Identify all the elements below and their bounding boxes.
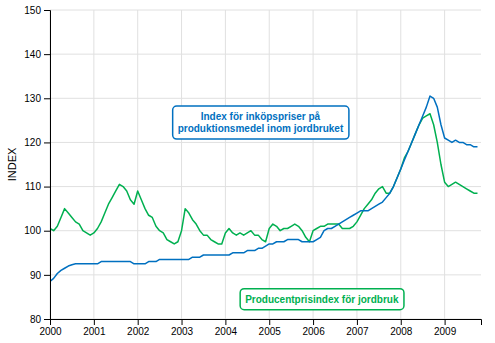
annotation-text: Producentprisindex för jordbruk [245,294,399,305]
x-axis-tick: 2009 [434,319,457,337]
grid-line-y [50,98,481,99]
y-axis-tick-mark [44,231,50,232]
annotation-text: Index för inköpspriser påproduktionsmede… [178,111,344,134]
grid-line-y [50,142,481,143]
x-axis-tick: 2005 [259,319,282,337]
x-axis-tick-mark [182,319,183,325]
x-axis-tick-mark [313,319,314,325]
x-axis-tick: 2003 [171,319,194,337]
y-axis-tick-label: 140 [24,49,41,60]
y-axis-title: INDEX [6,147,18,181]
grid-line-y [50,230,481,231]
x-axis-tick: 2007 [346,319,369,337]
y-axis-tick: 90 [30,270,50,281]
grid-line-x [137,10,138,319]
y-axis-tick-label: 120 [24,137,41,148]
x-axis-tick-mark [401,319,402,325]
y-axis-line [44,11,51,320]
y-axis-tick: 100 [24,225,50,236]
y-axis-tick: 80 [30,314,50,325]
y-axis-tick-label: 110 [25,181,41,192]
y-axis-tick: 140 [24,49,50,60]
grid-line-x [444,10,445,319]
x-axis-tick-label: 2005 [259,326,282,337]
x-axis-tick: 2000 [39,319,62,337]
grid-line-x [313,10,314,319]
y-axis-tick-label: 90 [30,270,42,281]
chart: 2000 2001 2002 2003 2004 2005 2006 2007 2008 2009… [0,0,495,343]
annotation: Index för inköpspriser påproduktionsmede… [173,106,349,139]
series-line [50,114,477,244]
x-axis-tick-label: 2003 [171,326,194,337]
x-axis-tick-label: 2006 [302,326,325,337]
grid-line-x [400,10,401,319]
x-axis-tick-label: 2000 [39,326,62,337]
y-axis-tick-label: 130 [24,93,41,104]
x-axis-tick-label: 2009 [434,326,457,337]
grid-line-y [50,274,481,275]
y-axis: 80 90 100 110 120 130 140 150 [24,5,50,325]
x-axis-tick-label: 2001 [83,326,106,337]
grid-line-y [50,10,481,11]
x-axis-tick: 2006 [302,319,325,337]
x-axis-tick-label: 2004 [215,326,238,337]
grid-line-y [50,54,481,55]
grid-line-x [356,10,357,319]
annotation: Producentprisindex för jordbruk [240,289,404,310]
y-axis-tick: 150 [24,5,50,16]
x-axis-tick: 2004 [215,319,238,337]
y-axis-tick-mark [44,10,50,11]
x-axis-tick-mark [269,319,270,325]
y-axis-tick-mark [44,275,50,276]
grid [50,10,481,319]
y-axis-tick: 130 [24,93,50,104]
y-axis-tick-mark [44,98,50,99]
x-axis-tick-mark [357,319,358,325]
x-axis-tick-mark [94,319,95,325]
x-axis: 2000 2001 2002 2003 2004 2005 2006 2007 2008 2009 [39,319,481,337]
y-axis-tick-mark [44,54,50,55]
grid-line-y [50,186,481,187]
x-axis-tick: 2002 [127,319,150,337]
y-axis-tick: 110 [25,181,50,192]
x-axis-tick-mark [138,319,139,325]
x-axis-tick-mark [445,319,446,325]
x-axis-tick-label: 2002 [127,326,150,337]
x-axis-line [51,320,482,326]
y-axis-tick: 120 [24,137,50,148]
x-axis-tick-label: 2008 [390,326,413,337]
x-axis-tick-mark [225,319,226,325]
y-axis-tick-label: 80 [30,314,42,325]
x-axis-tick: 2008 [390,319,413,337]
grid-line-x [93,10,94,319]
y-axis-tick-mark [44,187,50,188]
grid-line-x [181,10,182,319]
x-axis-tick: 2001 [83,319,106,337]
annotation-box [173,106,349,139]
y-axis-tick-mark [44,319,50,320]
grid-line-x [269,10,270,319]
y-axis-tick-label: 100 [24,225,41,236]
y-axis-tick-label: 150 [24,5,41,16]
grid-line-x [225,10,226,319]
lines [50,96,477,281]
y-axis-tick-mark [44,142,50,143]
series-line [50,96,477,281]
x-axis-tick-label: 2007 [346,326,369,337]
annotation-box [240,289,404,310]
plot: 2000 2001 2002 2003 2004 2005 2006 2007 2008 2009… [24,5,481,337]
